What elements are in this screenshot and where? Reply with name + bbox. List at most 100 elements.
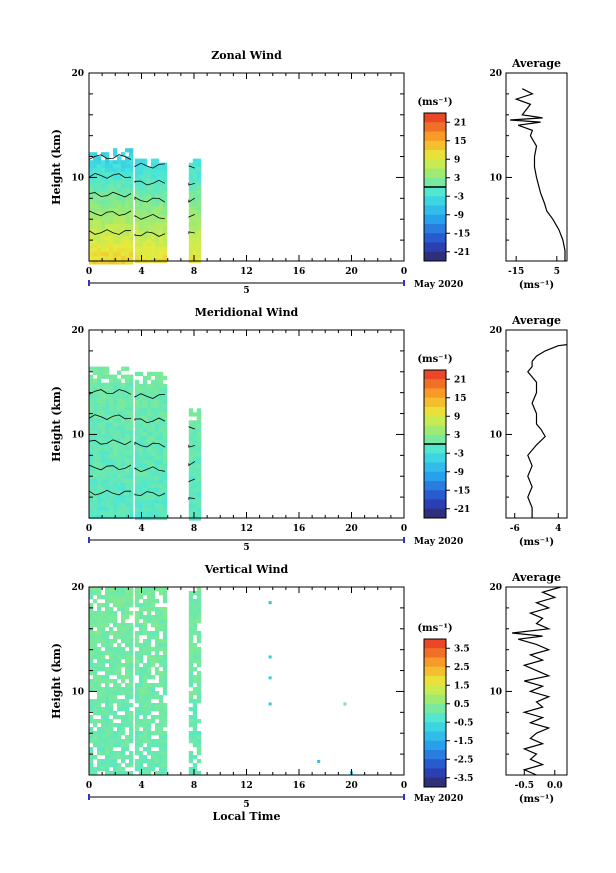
data-cell <box>162 767 168 772</box>
data-cell <box>117 703 122 708</box>
data-cell <box>101 430 106 435</box>
data-cell <box>93 735 98 740</box>
data-cell <box>113 611 118 616</box>
data-cell <box>134 699 140 704</box>
data-cell <box>158 751 164 756</box>
data-cell <box>134 707 140 712</box>
data-cell <box>142 631 148 636</box>
data-cell <box>113 595 118 600</box>
data-cell <box>129 164 134 169</box>
data-cell <box>158 607 164 612</box>
data-cell <box>109 398 114 403</box>
data-cell <box>154 479 160 485</box>
data-cell <box>134 767 140 772</box>
data-cell <box>89 160 94 165</box>
data-cell <box>117 240 122 245</box>
data-cell <box>192 719 198 724</box>
data-cell <box>101 659 106 664</box>
data-cell <box>89 434 94 439</box>
data-cell <box>188 691 194 696</box>
data-cell <box>101 402 106 407</box>
y-tick-label: 10 <box>71 173 84 183</box>
data-cell <box>129 434 134 439</box>
data-cell <box>101 739 106 744</box>
colorbar-tick-label: 2.5 <box>454 663 470 673</box>
data-cell <box>129 414 134 419</box>
data-cell <box>89 462 94 467</box>
data-cell <box>109 751 114 756</box>
data-cell <box>125 490 130 495</box>
data-cell <box>117 498 122 503</box>
data-cell <box>89 260 94 265</box>
data-cell <box>89 763 94 768</box>
data-cell <box>192 194 198 199</box>
data-cell <box>142 403 148 409</box>
data-cell <box>121 494 126 499</box>
data-cell <box>188 500 194 505</box>
data-cell <box>162 739 168 744</box>
data-cell <box>117 220 122 225</box>
data-cell <box>162 707 168 712</box>
data-cell <box>125 486 130 491</box>
data-cell <box>101 462 106 467</box>
data-cell <box>134 711 140 716</box>
data-cell <box>93 587 98 592</box>
data-cell <box>93 474 98 479</box>
data-cell <box>129 160 134 165</box>
data-cell <box>142 691 148 696</box>
data-cell <box>138 703 144 708</box>
data-cell <box>121 478 126 483</box>
data-cell <box>97 160 102 165</box>
data-cell <box>97 683 102 688</box>
data-cell <box>142 471 148 477</box>
data-cell <box>146 427 152 433</box>
data-cell <box>142 599 148 604</box>
data-cell <box>121 168 126 173</box>
data-cell <box>125 603 130 608</box>
data-cell <box>188 222 194 227</box>
colorbar-segment <box>424 113 446 123</box>
data-cell <box>154 427 160 433</box>
data-cell <box>142 170 148 175</box>
data-cell <box>113 751 118 756</box>
data-cell <box>109 172 114 177</box>
data-cell <box>134 511 140 517</box>
data-cell <box>146 411 152 417</box>
contour-line <box>188 214 195 218</box>
data-cell <box>154 731 160 736</box>
data-cell <box>154 254 160 259</box>
data-cell <box>146 631 152 636</box>
data-cell <box>146 763 152 768</box>
data-cell <box>125 426 130 431</box>
contour-line <box>188 165 195 169</box>
data-cell <box>93 434 98 439</box>
data-cell <box>101 731 106 736</box>
data-cell <box>101 152 106 157</box>
data-cell <box>154 451 160 457</box>
contour-line <box>134 196 166 203</box>
data-cell <box>97 184 102 189</box>
data-cell <box>125 699 130 704</box>
data-cell <box>117 430 122 435</box>
data-cell <box>105 587 110 592</box>
data-cell <box>93 502 98 507</box>
colorbar-segment <box>424 471 446 482</box>
data-cell <box>129 406 134 411</box>
data-cell <box>134 158 140 163</box>
data-cell <box>129 655 134 660</box>
data-cell <box>162 435 168 441</box>
data-cell <box>101 216 106 221</box>
data-cell <box>105 152 110 157</box>
data-cell <box>129 675 134 680</box>
data-cell <box>154 391 160 397</box>
data-cell <box>154 230 160 235</box>
data-cell <box>93 382 98 387</box>
data-cell <box>97 611 102 616</box>
data-cell <box>192 591 198 596</box>
data-cell <box>158 747 164 752</box>
data-cell <box>192 452 198 457</box>
data-block <box>134 587 168 776</box>
data-cell <box>125 442 130 447</box>
data-cell <box>101 450 106 455</box>
